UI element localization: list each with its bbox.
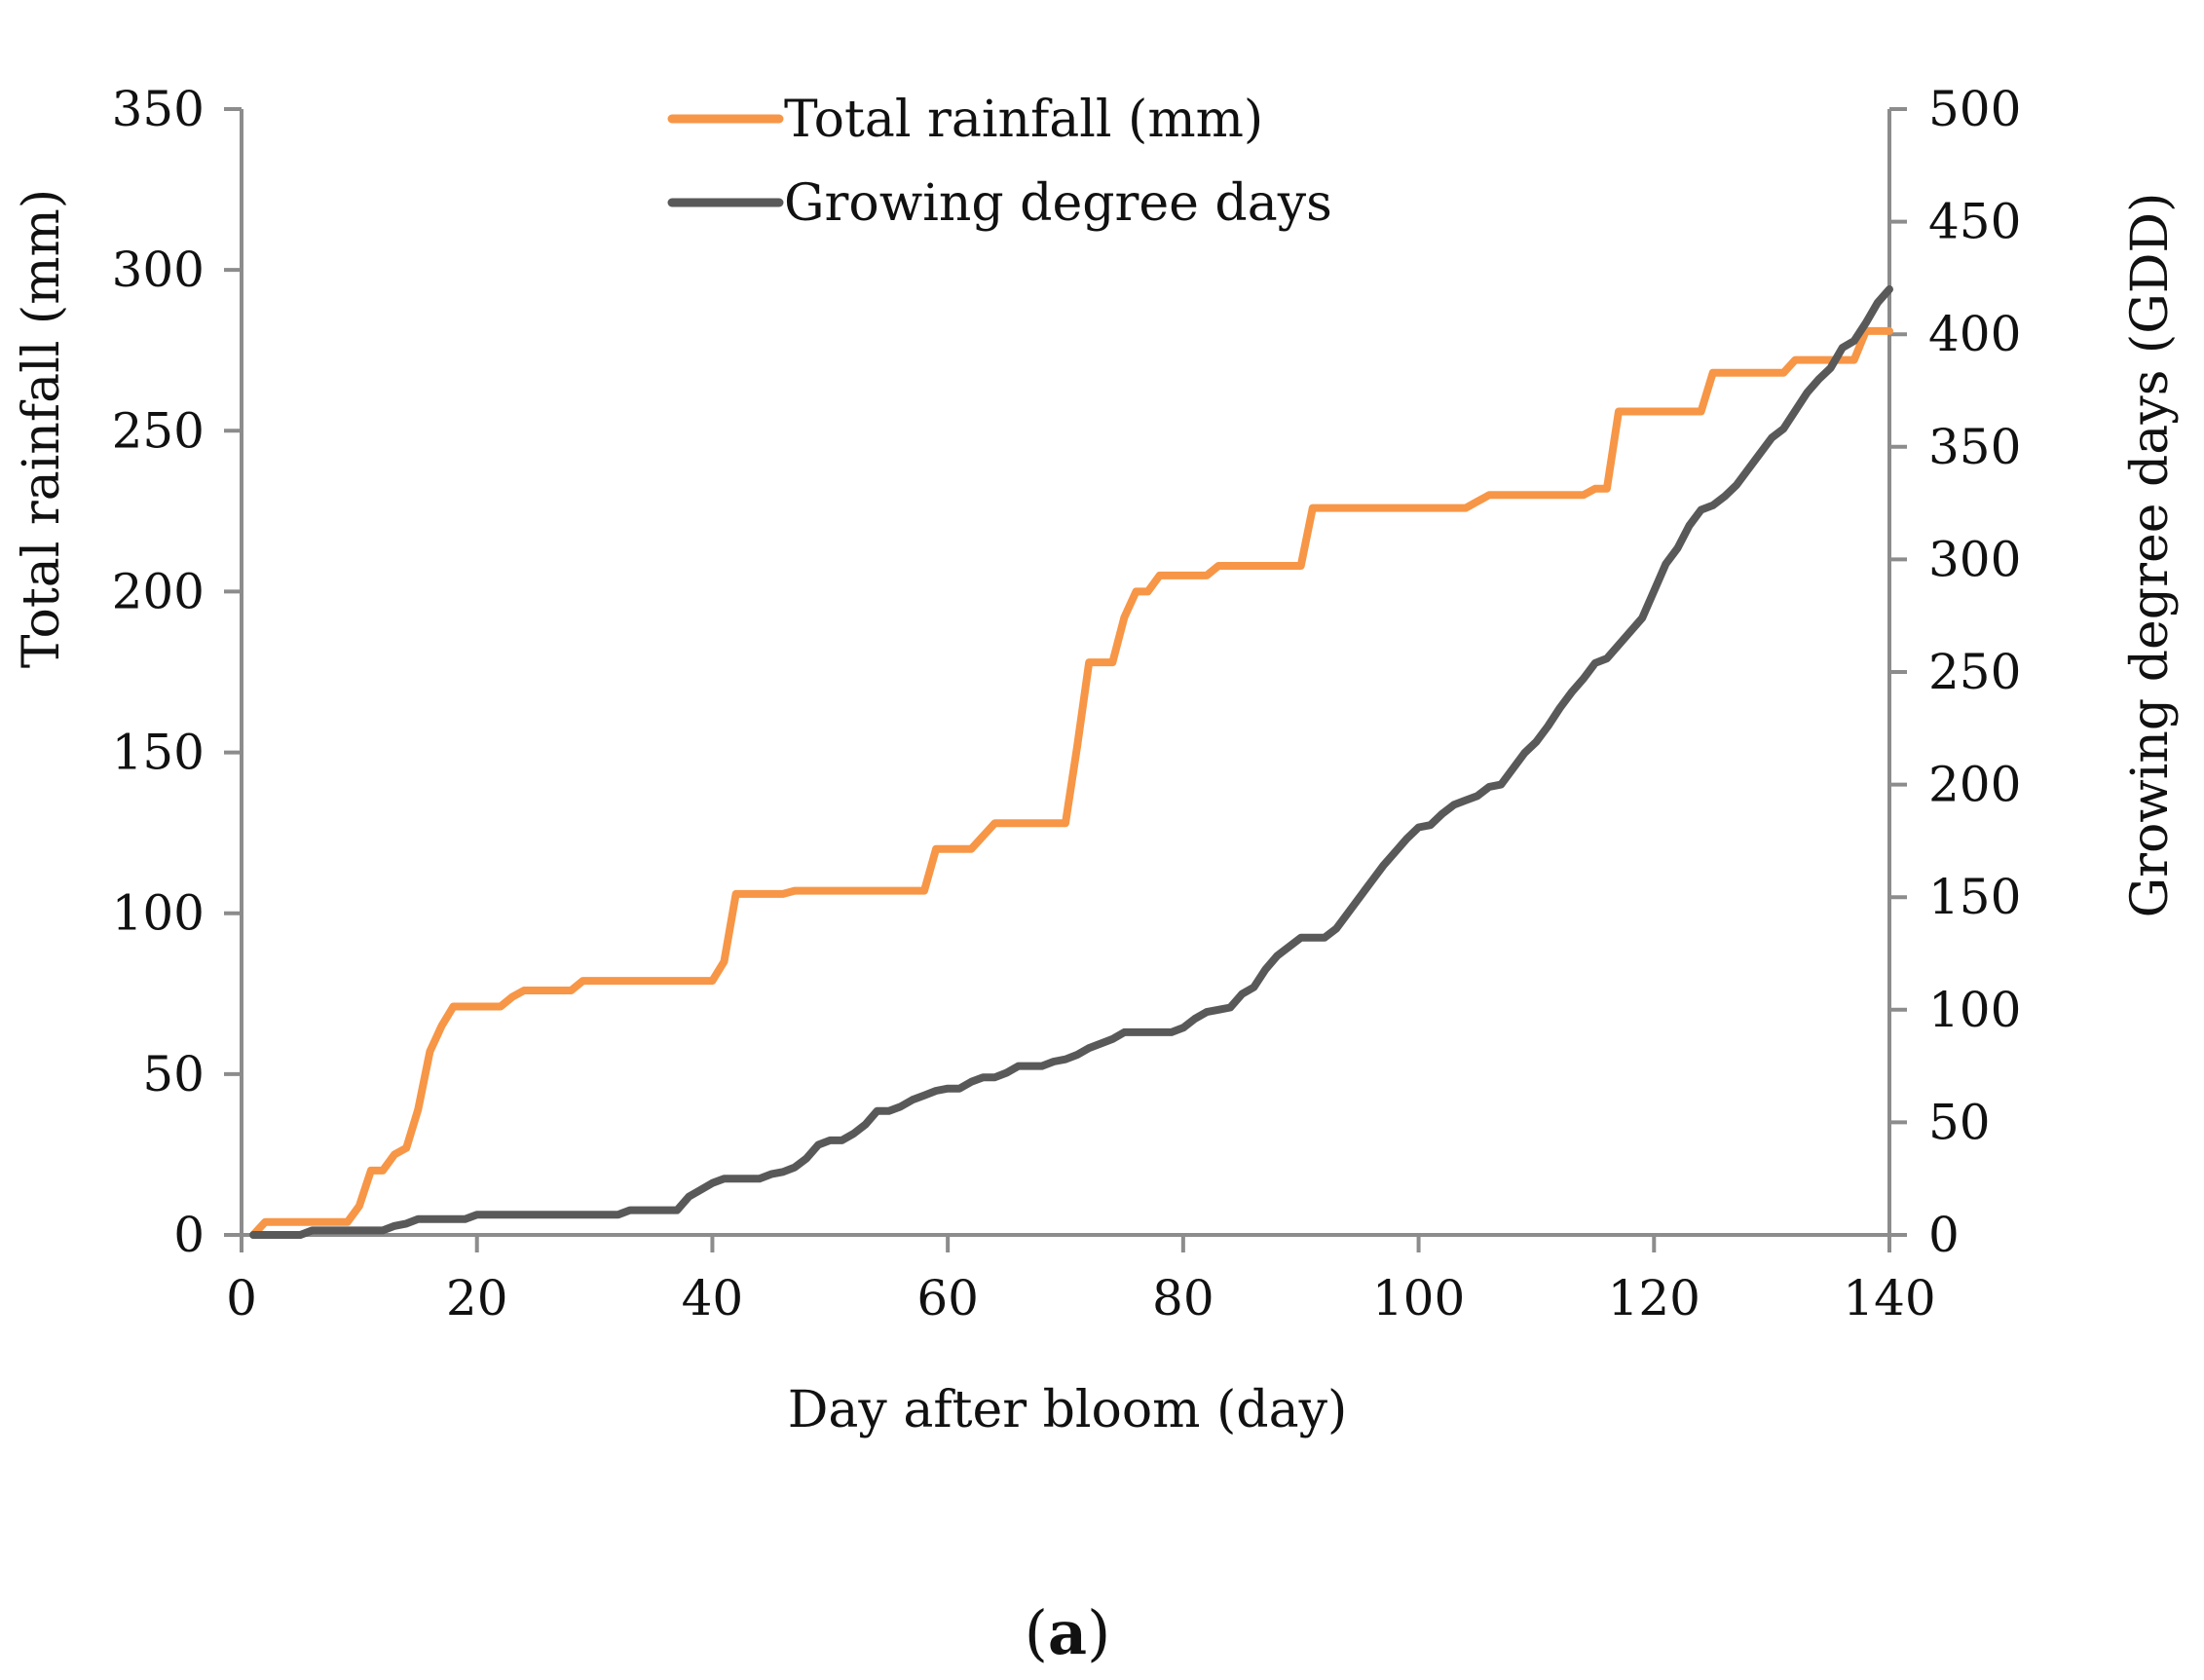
y1-tick-label: 0 [173,1207,205,1263]
y2-tick-label: 150 [1928,869,2021,925]
y2-tick-label: 250 [1928,644,2021,700]
x-axis-title: Day after bloom (day) [788,1381,1348,1439]
y2-tick-label: 100 [1928,982,2021,1038]
y2-tick-label: 400 [1928,306,2021,362]
y2-tick-label: 350 [1928,419,2021,475]
y2-axis-title: Growing degree days (GDD) [2121,193,2180,918]
y2-tick-label: 50 [1928,1094,1991,1150]
caption-open: ( [1025,1597,1048,1668]
legend: Total rainfall (mm) Growing degree days [667,91,1332,233]
series-line-rainfall [249,326,1893,1239]
legend-label-rainfall: Total rainfall (mm) [784,91,1263,149]
x-tick-label: 80 [1152,1270,1214,1326]
y1-tick-label: 200 [112,563,205,619]
y1-axis-title: Total rainfall (mm) [13,189,71,668]
series-layer [249,285,1893,1239]
series-line-gdd [249,285,1893,1239]
y2-tick-label: 200 [1928,757,2021,813]
panel-caption: (a) [1025,1597,1111,1668]
caption-close: ) [1087,1597,1110,1668]
x-tick-label: 20 [446,1270,508,1326]
x-tick-label: 100 [1372,1270,1465,1326]
ticks: 0 20 40 60 80 100 120 140 0 50 100 150 200 250 300 350 0… [112,81,2022,1326]
y2-tick-label: 300 [1928,531,2021,587]
y1-tick-label: 300 [112,242,205,298]
y1-tick-label: 100 [112,885,205,942]
y1-tick-label: 250 [112,402,205,459]
y1-tick-label: 50 [142,1046,205,1102]
legend-label-gdd: Growing degree days [784,174,1332,233]
y1-tick-label: 350 [112,81,205,137]
x-tick-label: 60 [916,1270,979,1326]
x-tick-label: 0 [226,1270,257,1326]
x-tick-label: 140 [1843,1270,1935,1326]
x-tick-label: 120 [1608,1270,1700,1326]
axes [240,109,1891,1237]
x-tick-label: 40 [682,1270,744,1326]
y2-tick-label: 450 [1928,194,2021,250]
y2-tick-label: 500 [1928,81,2021,137]
y2-tick-label: 0 [1928,1207,1960,1263]
y1-tick-label: 150 [112,725,205,781]
caption-letter: a [1048,1597,1087,1668]
